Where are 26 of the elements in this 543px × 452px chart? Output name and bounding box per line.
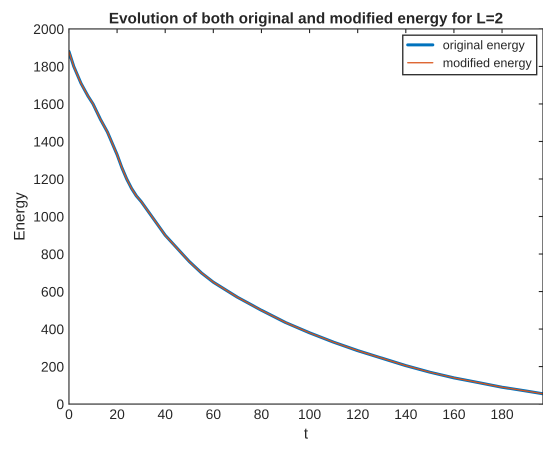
- y-tick-label: 800: [42, 249, 64, 260]
- x-axis-title: t: [304, 428, 308, 439]
- x-tick-label: 60: [206, 409, 221, 420]
- x-tick-label: 140: [395, 409, 417, 420]
- x-tick-label: 120: [347, 409, 369, 420]
- x-tick-label: 40: [158, 409, 172, 420]
- y-tick-label: 600: [42, 286, 64, 297]
- chart-title: Evolution of both original and modified energy for L=2: [110, 12, 502, 27]
- y-tick-label: 1800: [34, 62, 64, 72]
- y-tick-label: 1600: [34, 99, 64, 110]
- x-tick-label: 0: [66, 409, 72, 420]
- y-tick-label: 0: [56, 399, 64, 410]
- legend-label: original energy: [443, 40, 525, 52]
- y-tick-label: 1000: [34, 212, 64, 222]
- x-tick-label: 180: [492, 409, 514, 420]
- y-axis-title: Energy: [14, 192, 28, 240]
- legend-label: modified energy: [444, 58, 532, 70]
- x-tick-label: 80: [254, 409, 269, 420]
- y-tick-label: 2000: [34, 24, 64, 34]
- x-tick-label: 160: [443, 409, 465, 420]
- x-tick-label: 20: [110, 409, 124, 420]
- y-tick-label: 1200: [34, 174, 64, 184]
- y-tick-label: 1400: [34, 136, 64, 147]
- y-tick-label: 200: [42, 362, 64, 372]
- y-tick-label: 400: [41, 324, 64, 334]
- x-tick-label: 100: [299, 409, 321, 420]
